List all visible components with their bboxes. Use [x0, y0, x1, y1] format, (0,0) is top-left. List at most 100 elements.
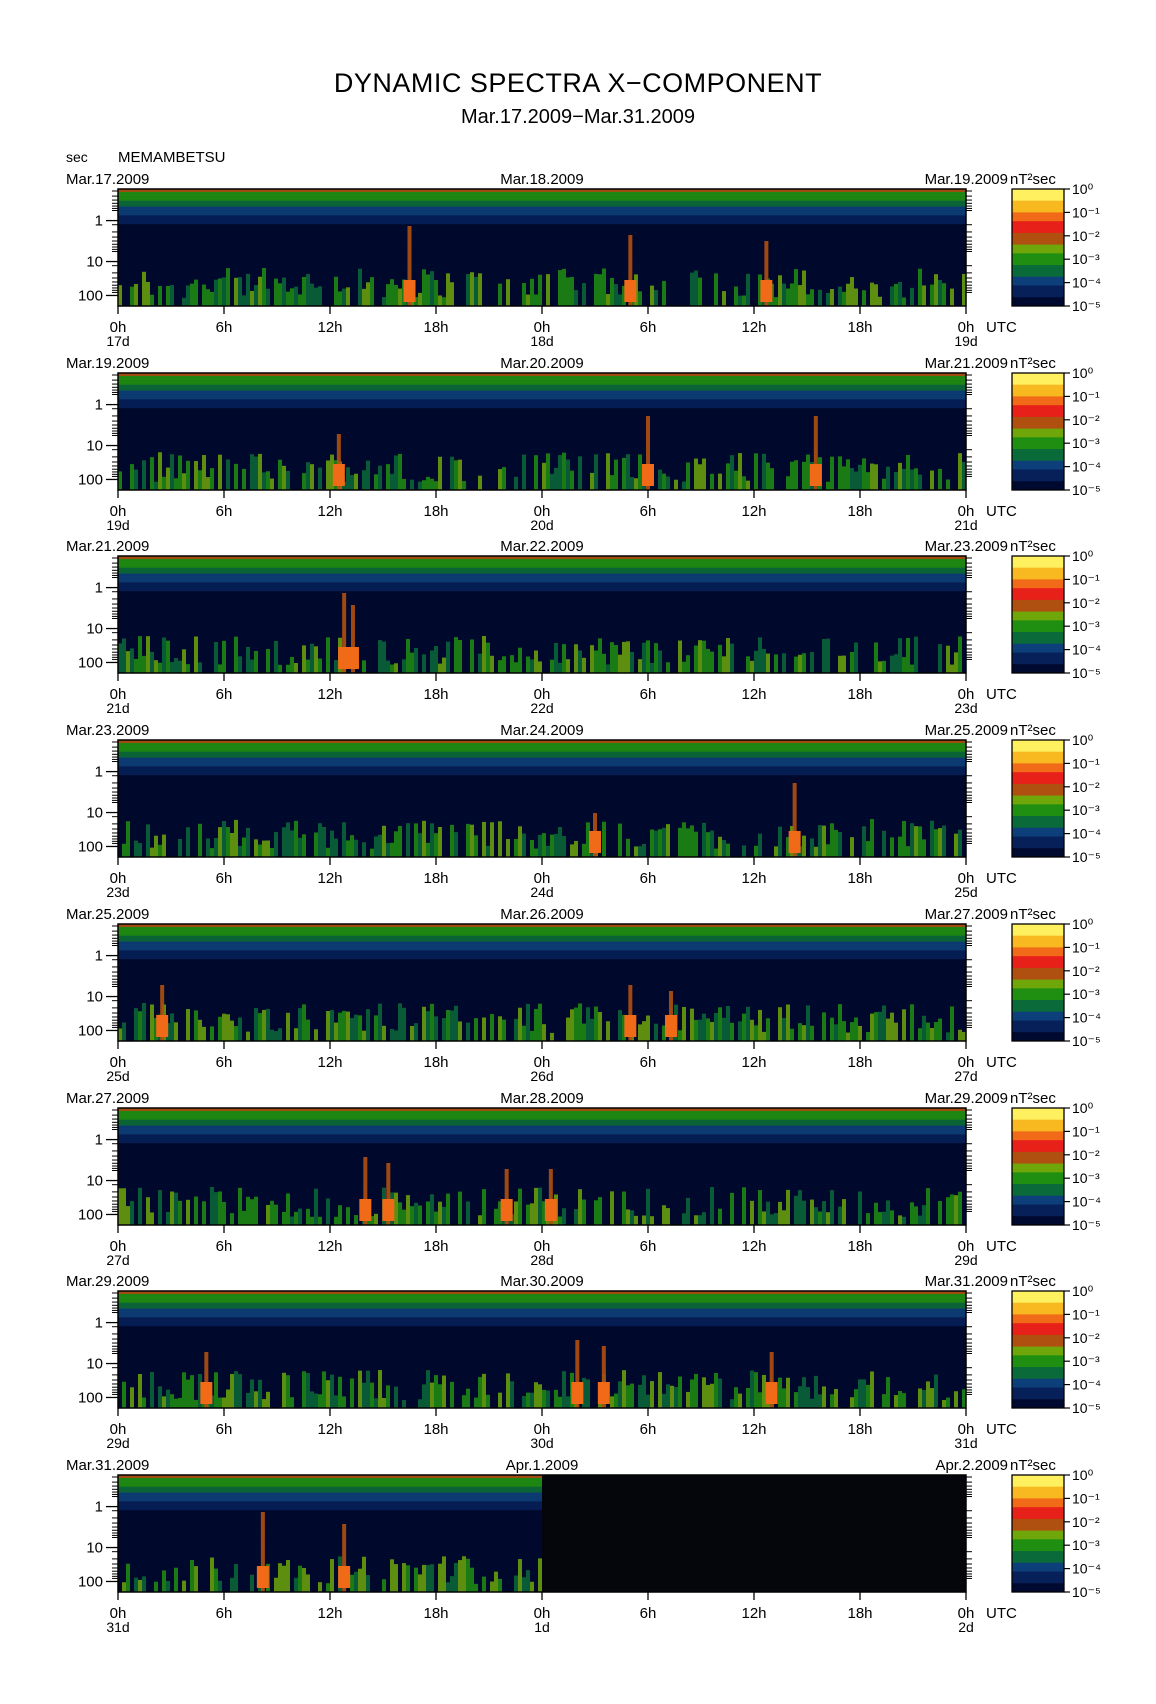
date-center-label: Mar.30.2009 — [500, 1273, 583, 1290]
colorbar-cell — [1012, 979, 1064, 983]
activity-cell — [262, 1399, 266, 1408]
activity-cell — [158, 286, 162, 306]
activity-cell — [590, 472, 594, 490]
utc-label: UTC — [986, 1605, 1017, 1622]
utc-label: UTC — [986, 503, 1017, 520]
colorbar-tick-label: 10⁻⁴ — [1072, 459, 1101, 475]
activity-cell — [638, 454, 642, 490]
date-left-label: Mar.25.2009 — [66, 906, 149, 923]
colorbar-cell — [1012, 1504, 1064, 1508]
activity-cell — [938, 1201, 942, 1225]
y-tick-label: 100 — [78, 1206, 103, 1223]
colorbar-cell — [1012, 935, 1064, 940]
colorbar-cell — [1012, 830, 1064, 835]
activity-cell — [246, 1392, 250, 1408]
activity-cell — [258, 276, 262, 306]
colorbar-cell — [1012, 212, 1064, 216]
colorbar-cell — [1012, 285, 1064, 289]
activity-cell — [422, 1384, 426, 1408]
activity-cell — [182, 1372, 186, 1408]
activity-cell — [138, 636, 142, 673]
activity-cell — [926, 1188, 930, 1225]
activity-cell — [302, 645, 306, 673]
activity-cell — [562, 1371, 566, 1408]
activity-cell — [426, 1201, 430, 1225]
colorbar-cell — [1012, 973, 1064, 978]
date-center-label: Mar.22.2009 — [500, 538, 583, 555]
colorbar-cell — [1012, 481, 1064, 485]
colorbar-cell — [1012, 1545, 1064, 1549]
colorbar-cell — [1012, 795, 1064, 799]
activity-cell — [174, 1192, 178, 1225]
colorbar-cell — [1012, 929, 1064, 934]
spectrogram-band — [118, 611, 966, 615]
x-tick-label: 0h — [958, 503, 975, 520]
spectrogram-band — [118, 573, 966, 577]
activity-cell — [534, 650, 538, 673]
activity-cell — [778, 1377, 782, 1408]
activity-cell — [306, 1574, 310, 1592]
colorbar-cell — [1012, 810, 1064, 814]
activity-cell — [410, 1206, 414, 1225]
activity-cell — [470, 272, 474, 306]
activity-cell — [206, 838, 210, 857]
x-tick-label: 0h — [958, 1054, 975, 1071]
colorbar-cell — [1012, 1192, 1064, 1197]
spectrogram-activity — [118, 226, 966, 306]
activity-cell — [218, 827, 222, 857]
activity-cell — [246, 273, 250, 306]
utc-label: UTC — [986, 686, 1017, 703]
spectrogram-band — [118, 585, 966, 589]
activity-cell — [390, 1028, 394, 1041]
colorbar-cell — [1012, 457, 1064, 462]
activity-cell — [862, 1379, 866, 1408]
activity-cell — [386, 1385, 390, 1408]
colorbar-cell — [1012, 757, 1064, 761]
activity-cell — [630, 651, 634, 673]
activity-cell — [498, 660, 502, 673]
activity-cell — [438, 663, 442, 673]
activity-cell — [526, 656, 530, 673]
activity-cell — [202, 1201, 206, 1225]
activity-cell — [430, 1003, 434, 1041]
activity-cell — [162, 1570, 166, 1592]
day-label: 19d — [954, 333, 977, 349]
activity-cell — [178, 660, 182, 673]
x-tick-label: 0h — [958, 1605, 975, 1622]
x-tick-label: 6h — [640, 1054, 657, 1071]
colorbar-cell — [1012, 1108, 1064, 1112]
activity-cell — [266, 1204, 270, 1225]
activity-cell — [902, 1009, 906, 1041]
activity-cell — [298, 1208, 302, 1225]
activity-cell — [210, 291, 214, 306]
activity-cell — [198, 823, 202, 857]
activity-cell — [342, 1010, 346, 1041]
spectrogram-band — [118, 778, 966, 782]
spectrogram-band — [118, 783, 966, 788]
activity-cell — [934, 1374, 938, 1408]
colorbar-frame — [1011, 739, 1065, 858]
activity-cell — [726, 1005, 730, 1041]
activity-cell — [858, 1191, 862, 1225]
spectrogram-band — [118, 235, 966, 240]
activity-cell — [682, 1213, 686, 1225]
activity-cell — [746, 480, 750, 490]
event-core — [544, 1199, 557, 1221]
colorbar-cell — [1012, 842, 1064, 846]
spectrogram-band — [118, 244, 966, 248]
colorbar-cell — [1012, 472, 1064, 476]
spectrogram-band — [118, 941, 966, 945]
activity-cell — [762, 1211, 766, 1225]
colorbar-cell — [1012, 1320, 1064, 1324]
activity-cell — [326, 460, 330, 490]
activity-cell — [482, 635, 486, 673]
activity-cell — [218, 1016, 222, 1041]
activity-cell — [314, 832, 318, 857]
activity-cell — [722, 1017, 726, 1041]
activity-cell — [126, 821, 130, 857]
spectrogram-band — [118, 772, 966, 776]
activity-cell — [306, 659, 310, 673]
activity-cell — [702, 1377, 706, 1408]
colorbar-cell — [1012, 431, 1064, 435]
